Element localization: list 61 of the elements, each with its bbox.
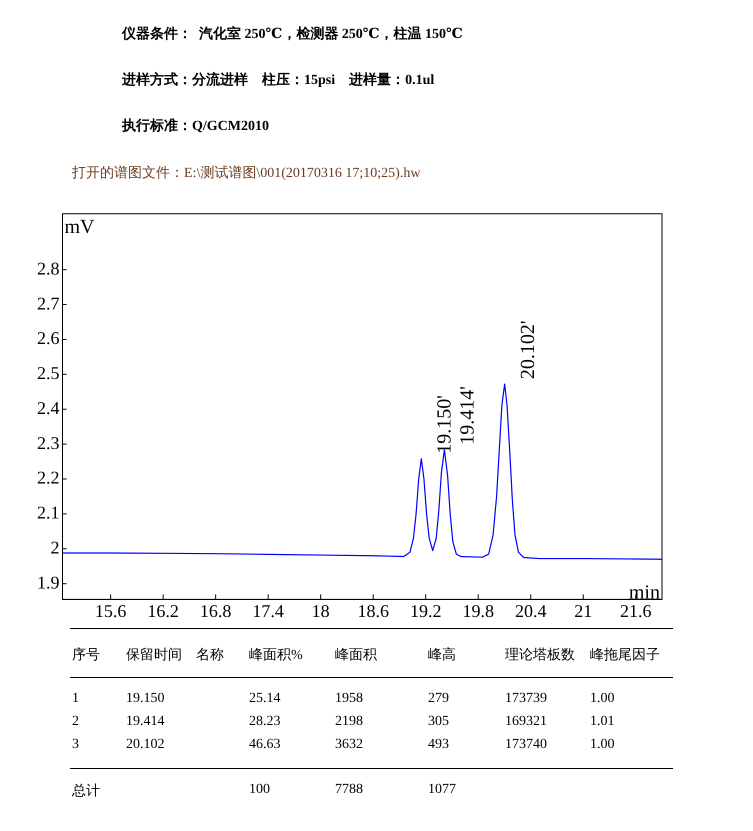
annotation: 19.414' [456, 386, 479, 445]
text: 3632 [335, 737, 363, 753]
text: 305 [428, 714, 449, 730]
y-tick-label: 2.3 [37, 432, 60, 453]
text: 25.14 [249, 691, 280, 707]
text: 493 [428, 737, 449, 753]
text: 7788 [335, 782, 363, 798]
text: 1077 [428, 782, 456, 798]
y-tick-label: 2.4 [37, 398, 60, 418]
annotation: 19.150' [434, 395, 456, 454]
y-tick-label: 2.2 [37, 468, 60, 488]
text: 序号 [72, 646, 100, 664]
x-tick-label: 19.2 [410, 600, 442, 621]
text: 峰拖尾因子 [590, 646, 660, 664]
y-tick-label: 2.1 [37, 502, 60, 523]
text: 峰面积% [249, 646, 303, 664]
annotation: 20.102' [516, 320, 539, 380]
text: 169321 [505, 714, 547, 730]
x-tick-label: 18 [312, 600, 330, 621]
y-tick-label: 1.9 [37, 572, 60, 592]
text: 3 [72, 737, 79, 753]
x-tick-label: 16.8 [200, 600, 232, 621]
text: 保留时间 [126, 646, 182, 664]
text: 19.414 [126, 714, 164, 730]
text: 执行标准：Q/GCM2010 [122, 117, 269, 135]
y-tick-label: 2.5 [37, 363, 60, 384]
text: 1.00 [590, 737, 614, 753]
text: 2198 [335, 714, 363, 730]
text: 打开的谱图文件：E:\测试谱图\001(20170316 17;10;25).hw [72, 164, 420, 182]
y-tick-label: 2 [50, 538, 60, 558]
text: 名称 [196, 646, 224, 664]
y-tick-label: 2.6 [37, 328, 60, 348]
x-tick-label: 18.6 [357, 600, 389, 621]
text: 19.150 [126, 691, 164, 707]
text: 1.00 [590, 691, 614, 707]
text: 总计 [72, 782, 100, 800]
y-tick-label: 2.8 [37, 258, 60, 278]
y-axis-title: mV [64, 216, 96, 238]
text: 理论塔板数 [505, 646, 575, 664]
text: 1958 [335, 691, 363, 707]
text: 28.23 [249, 714, 280, 730]
x-tick-label: 15.6 [94, 600, 126, 621]
text: 1 [72, 691, 79, 707]
text: 2 [72, 714, 79, 730]
x-tick-label: 21 [574, 600, 592, 621]
x-tick-label: 19.8 [462, 600, 494, 621]
text: 峰面积 [335, 646, 377, 664]
y-tick-label: 2.7 [37, 293, 60, 314]
x-tick-label: 20.4 [514, 600, 546, 621]
text: 279 [428, 691, 449, 707]
text: 仪器条件： 汽化室 250℃，检测器 250℃，柱温 150℃ [122, 25, 463, 43]
text: 峰高 [428, 646, 456, 664]
text: 173739 [505, 691, 547, 707]
text: 进样方式：分流进样 柱压：15psi 进样量：0.1ul [122, 71, 434, 89]
text: 1.01 [590, 714, 614, 730]
text: 100 [249, 782, 270, 798]
text: 173740 [505, 737, 547, 753]
text: 46.63 [249, 737, 280, 753]
x-tick-label: 17.4 [252, 600, 284, 621]
x-tick-label: 16.2 [147, 600, 179, 621]
text: 20.102 [126, 737, 164, 753]
